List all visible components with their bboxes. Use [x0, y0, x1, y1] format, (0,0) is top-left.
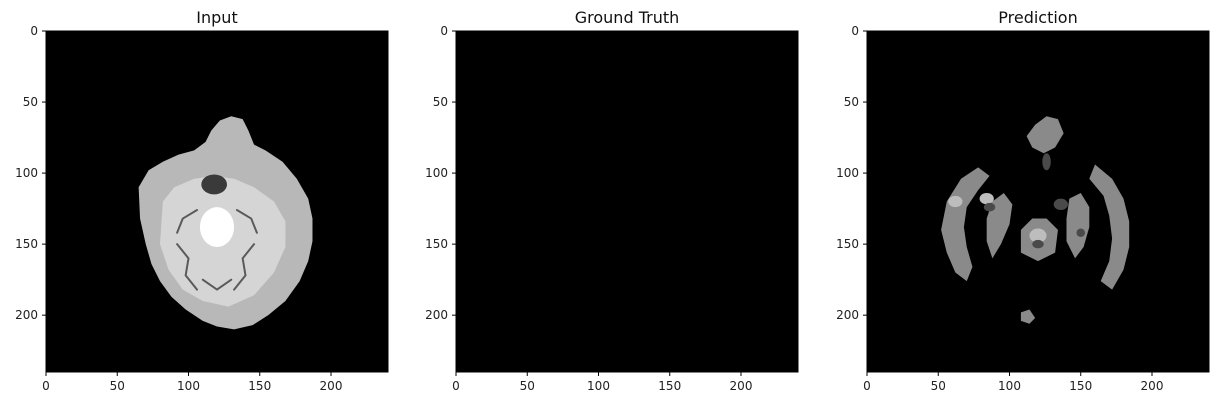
panel-2-title: Ground Truth	[575, 8, 680, 27]
pred-right-inner	[1066, 192, 1090, 259]
panel-1-y-tick-label-200: 200	[15, 308, 38, 322]
panel-2-x-tick-label-50: 50	[520, 379, 535, 393]
panel-2-axes-frame	[455, 30, 799, 373]
panel-3-x-tick-label-100: 100	[998, 379, 1021, 393]
panel-2-y-tick-label-50: 50	[433, 95, 448, 109]
panel-1-title: Input	[196, 8, 237, 27]
panel-3-axes-frame	[866, 30, 1210, 373]
input-bright-region	[199, 207, 235, 247]
pred-bottom-dot	[1020, 309, 1036, 324]
input-cavity	[201, 174, 227, 195]
panel-3-x-tick-label-200: 200	[1141, 379, 1164, 393]
panel-1-y-tick-label-100: 100	[15, 166, 38, 180]
panel-1-x-tick-label-200: 200	[320, 379, 343, 393]
panel-3-y-tick-label-0: 0	[851, 24, 859, 38]
input-sulcus-4	[176, 209, 199, 234]
panel-1-x-tick-label-0: 0	[42, 379, 50, 393]
panel-2-y-tick-label-200: 200	[425, 308, 448, 322]
panel-2-x-tick-label-0: 0	[452, 379, 460, 393]
panel-1: Input 0 50 100 150 200 0 50 100 150 200	[15, 8, 389, 393]
panel-2-x-tick-label-100: 100	[587, 379, 610, 393]
panel-3-x-tick-label-0: 0	[863, 379, 871, 393]
panel-1-x-tick-label-150: 150	[248, 379, 271, 393]
panel-2-y-tick-label-100: 100	[425, 166, 448, 180]
panel-1-y-tick-label-50: 50	[23, 95, 38, 109]
panel-2-y-tick-label-150: 150	[425, 237, 448, 251]
pred-right-arc	[1089, 164, 1130, 290]
pred-top	[1026, 116, 1064, 154]
panel-3-y-tick-label-50: 50	[844, 95, 859, 109]
panel-2-x-tick-label-150: 150	[658, 379, 681, 393]
pred-dark-5	[1076, 228, 1086, 238]
pred-light-1	[948, 195, 963, 208]
panel-3-x-tick-label-150: 150	[1069, 379, 1092, 393]
panel-1-y-tick-label-150: 150	[15, 237, 38, 251]
pred-light-3	[1029, 228, 1047, 243]
panel-2-image-area	[456, 31, 798, 372]
panel-1-x-tick-label-50: 50	[110, 379, 125, 393]
panel-3-y-tick-label-150: 150	[836, 237, 859, 251]
panel-3: Prediction 0 50 100 150 200 0 50 100 150 200	[836, 8, 1210, 393]
pred-dark-1	[983, 202, 996, 212]
panel-3-y-tick-label-200: 200	[836, 308, 859, 322]
pred-light-2	[979, 192, 994, 205]
pred-left-arc	[941, 167, 990, 282]
panel-3-y-tick-label-100: 100	[836, 166, 859, 180]
pred-dark-2	[1042, 153, 1051, 171]
panel-1-axes-frame	[45, 30, 389, 373]
input-sulcus-2	[233, 243, 256, 291]
input-sulcus-3	[201, 278, 233, 291]
panel-1-x-tick-label-100: 100	[177, 379, 200, 393]
input-sulcus-1	[176, 243, 199, 291]
panel-3-title: Prediction	[998, 8, 1077, 27]
pred-dark-4	[1032, 239, 1044, 249]
panel-1-y-tick-label-0: 0	[30, 24, 38, 38]
panel-2-x-tick-label-200: 200	[730, 379, 753, 393]
panel-2: Ground Truth 0 50 100 150 200 0 50 100 150 200	[425, 8, 799, 393]
pred-dark-3	[1053, 198, 1068, 211]
panel-3-image-area	[867, 31, 1209, 372]
input-sulcus-5	[235, 209, 258, 234]
panel-3-x-tick-label-50: 50	[931, 379, 946, 393]
panel-2-y-tick-label-0: 0	[440, 24, 448, 38]
